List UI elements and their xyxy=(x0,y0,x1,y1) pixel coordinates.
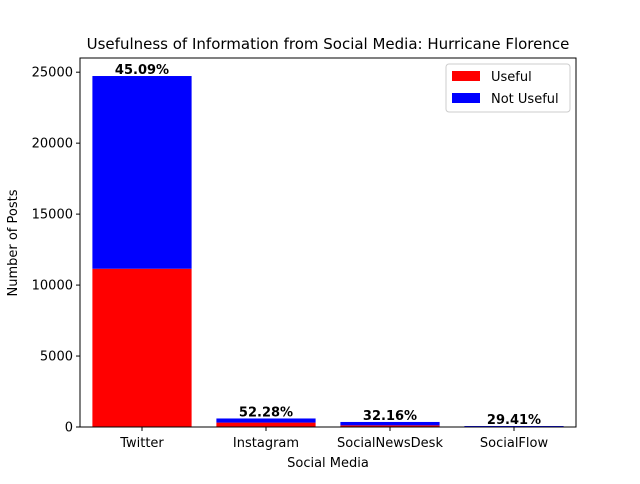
chart-title: Usefulness of Information from Social Me… xyxy=(87,35,570,53)
bar-percent-label: 52.28% xyxy=(239,405,293,420)
x-tick-label: SocialNewsDesk xyxy=(337,436,443,451)
legend-label: Not Useful xyxy=(491,92,559,107)
bar-useful-twitter xyxy=(92,269,191,427)
x-tick-label: Twitter xyxy=(119,436,164,451)
legend-label: Useful xyxy=(491,70,532,85)
x-axis-label: Social Media xyxy=(287,456,369,471)
y-tick-label: 20000 xyxy=(32,137,73,152)
y-tick-label: 5000 xyxy=(40,350,73,365)
y-tick-label: 10000 xyxy=(32,279,73,294)
bar-percent-label: 29.41% xyxy=(487,413,541,428)
y-axis-label: Number of Posts xyxy=(6,189,21,296)
x-tick-label: Instagram xyxy=(233,436,299,451)
y-tick-label: 25000 xyxy=(32,66,73,81)
bar-not-useful-twitter xyxy=(92,76,191,269)
y-tick-label: 15000 xyxy=(32,208,73,223)
bar-percent-label: 45.09% xyxy=(115,63,169,78)
legend: Useful Not Useful xyxy=(446,64,570,112)
bar-useful-instagram xyxy=(216,423,315,427)
y-tick-label: 0 xyxy=(65,421,73,436)
x-tick-label: SocialFlow xyxy=(480,436,549,451)
bar-percent-label: 32.16% xyxy=(363,409,417,424)
legend-swatch xyxy=(452,93,480,103)
legend-swatch xyxy=(452,71,480,81)
